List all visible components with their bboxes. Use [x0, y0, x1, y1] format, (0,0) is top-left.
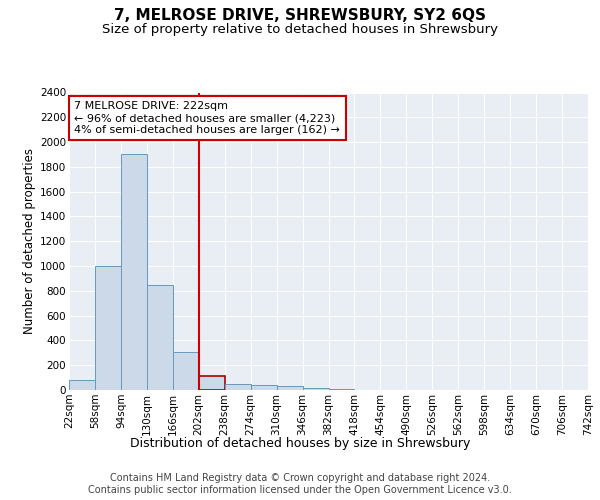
Bar	[121, 154, 147, 390]
Bar	[69, 380, 95, 390]
Text: 7, MELROSE DRIVE, SHREWSBURY, SY2 6QS: 7, MELROSE DRIVE, SHREWSBURY, SY2 6QS	[114, 8, 486, 22]
Bar	[173, 352, 199, 390]
Bar	[225, 384, 251, 390]
Bar	[95, 266, 121, 390]
Text: Distribution of detached houses by size in Shrewsbury: Distribution of detached houses by size …	[130, 438, 470, 450]
Bar	[147, 284, 173, 390]
Bar	[277, 386, 302, 390]
Y-axis label: Number of detached properties: Number of detached properties	[23, 148, 36, 334]
Bar	[251, 385, 277, 390]
Text: Size of property relative to detached houses in Shrewsbury: Size of property relative to detached ho…	[102, 22, 498, 36]
Bar	[329, 389, 355, 390]
Text: Contains HM Land Registry data © Crown copyright and database right 2024.
Contai: Contains HM Land Registry data © Crown c…	[88, 474, 512, 495]
Bar	[302, 388, 329, 390]
Bar	[199, 376, 224, 390]
Text: 7 MELROSE DRIVE: 222sqm
← 96% of detached houses are smaller (4,223)
4% of semi-: 7 MELROSE DRIVE: 222sqm ← 96% of detache…	[74, 102, 340, 134]
